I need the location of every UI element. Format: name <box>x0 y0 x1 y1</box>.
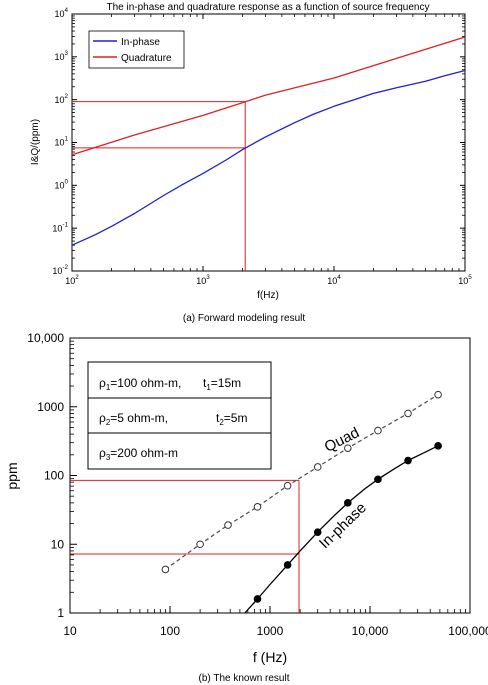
model-row-2-thickness: t2=5m <box>216 411 247 427</box>
chart-b-ticks: 10 100 1000 10,000 100,000 1 10 100 1000 10,000 <box>27 331 488 638</box>
model-row-1-thickness: t1=15m <box>203 376 241 392</box>
chart-a-legend: In-phase Quadrature <box>88 30 185 69</box>
chart-b-series <box>161 390 442 614</box>
data-point-quad <box>344 444 352 452</box>
model-row-3-rho: ρ3=200 ohm-m <box>99 446 178 462</box>
chart-a-title: The in-phase and quadrature response as … <box>107 2 430 13</box>
series-line-in-phase <box>71 69 466 246</box>
legend-quadrature-label: Quadrature <box>121 53 172 64</box>
series-line-in-phase-curve <box>244 445 439 614</box>
chart-a: The in-phase and quadrature response as … <box>30 2 472 324</box>
model-row-1-rho: ρ1=100 ohm-m, <box>99 376 181 392</box>
chart-a-caption: (a) Forward modeling result <box>183 313 305 324</box>
data-point-quad <box>161 565 170 574</box>
chart-a-series <box>71 36 466 246</box>
x-tick-label: 105 <box>458 274 472 286</box>
model-table: ρ1=100 ohm-m, t1=15m ρ2=5 ohm-m, t2=5m ρ… <box>87 361 272 470</box>
model-row-2-rho: ρ2=5 ohm-m, <box>99 411 168 427</box>
x-tick-label: 10,000 <box>352 624 389 638</box>
chart-a-ylabel: I&Q/(ppm) <box>30 119 41 165</box>
x-tick-label: 104 <box>327 274 341 286</box>
data-point-quad <box>224 521 232 529</box>
series-line-quad <box>165 394 439 570</box>
y-tick-label: 1 <box>57 606 64 620</box>
data-point-quad <box>253 503 262 511</box>
y-tick-label: 1000 <box>37 400 64 414</box>
data-point-in-phase <box>434 442 442 450</box>
x-tick-label: 102 <box>65 274 79 286</box>
chart-a-legend-box <box>88 30 185 69</box>
x-tick-label: 1000 <box>257 624 284 638</box>
chart-b-reference-lines <box>70 479 300 613</box>
legend-in-phase-label: In-phase <box>121 37 160 48</box>
y-tick-label: 100 <box>54 178 68 190</box>
y-tick-label: 10 <box>51 537 65 551</box>
data-point-quad <box>434 390 442 399</box>
data-point-quad <box>283 481 292 490</box>
x-tick-label: 100 <box>160 624 180 638</box>
chart-b-xlabel: f (Hz) <box>253 649 287 665</box>
data-point-quad <box>404 409 412 418</box>
x-tick-label: 10 <box>63 624 77 638</box>
y-tick-label: 101 <box>54 136 68 148</box>
chart-a-xlabel: f(Hz) <box>257 290 279 301</box>
y-tick-label: 100 <box>44 469 64 483</box>
y-tick-label: 103 <box>54 50 68 62</box>
x-tick-label: 103 <box>196 274 210 286</box>
data-point-quad <box>374 426 382 435</box>
data-point-quad <box>196 540 204 549</box>
x-tick-label: 100,000 <box>448 624 488 638</box>
series-line-quadrature <box>71 36 466 156</box>
model-table-box <box>87 361 272 470</box>
y-tick-label: 10-1 <box>52 221 68 233</box>
y-tick-label: 104 <box>54 7 68 19</box>
data-point-quad <box>313 463 322 471</box>
chart-b-ylabel: ppm <box>4 462 20 489</box>
chart-b-caption: (b) The known result <box>199 673 290 684</box>
chart-b: 10 100 1000 10,000 100,000 1 10 100 1000 10,000 ρ… <box>4 331 488 684</box>
y-tick-label: 10-2 <box>52 264 68 276</box>
y-tick-label: 10,000 <box>27 331 64 345</box>
chart-a-reference-lines <box>72 101 246 271</box>
y-tick-label: 102 <box>54 93 68 105</box>
